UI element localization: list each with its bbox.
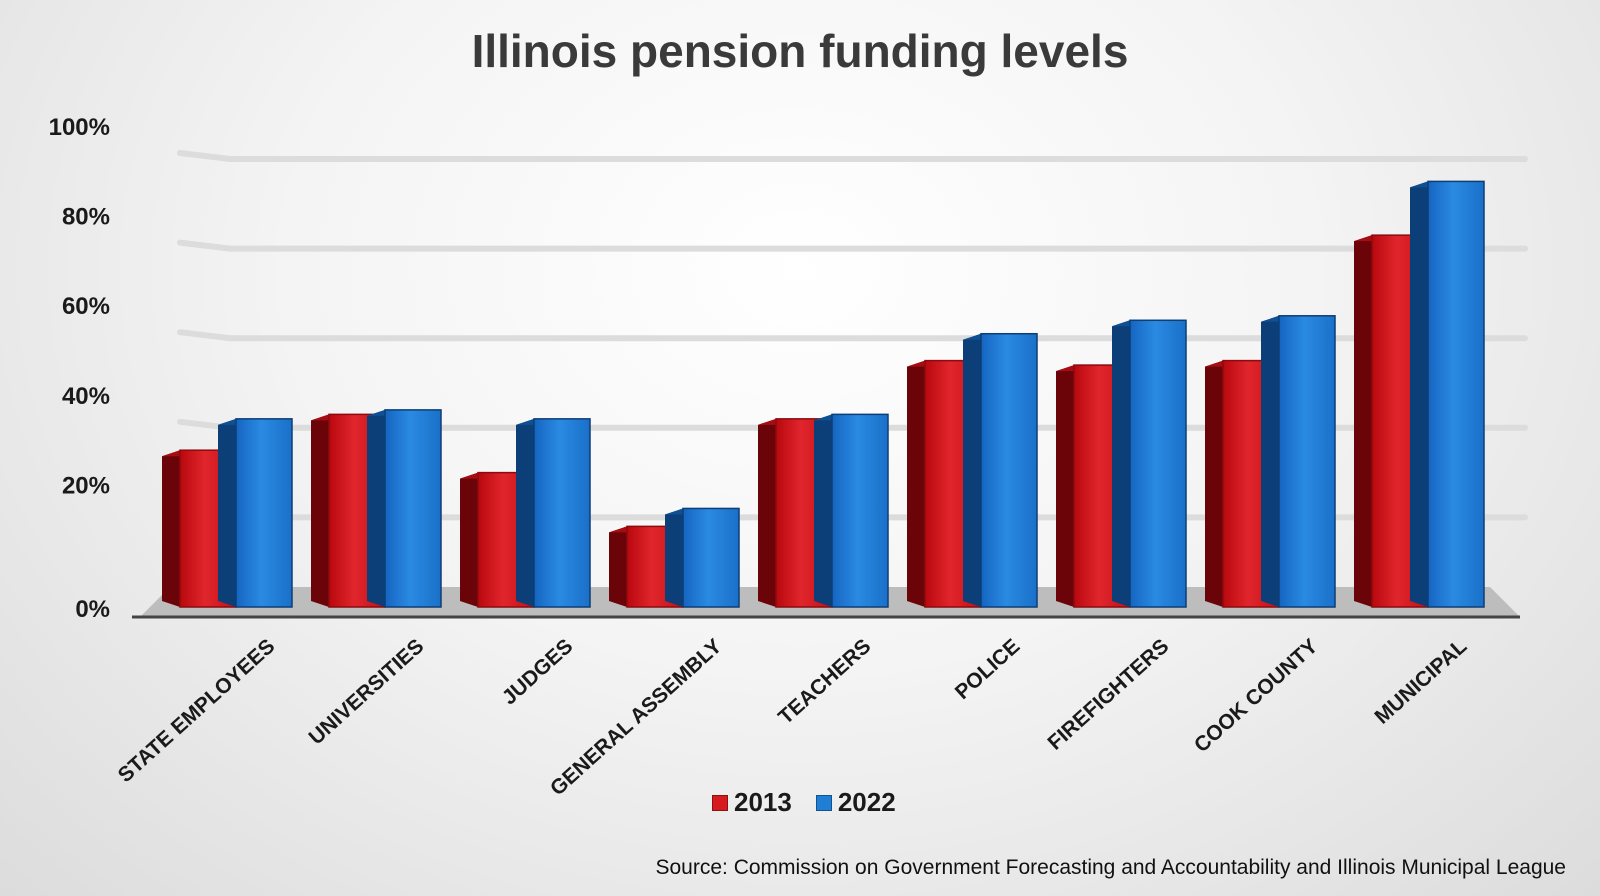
gridline <box>177 239 1528 252</box>
bar-front <box>384 409 442 608</box>
gridline <box>177 329 1528 342</box>
bar-side <box>1056 365 1074 607</box>
source-note: Source: Commission on Government Forecas… <box>655 856 1567 879</box>
x-tick-label: STATE EMPLOYEES <box>114 635 280 787</box>
bar-2022-6 <box>1112 319 1187 608</box>
y-tick-label: 80% <box>62 204 110 231</box>
bar-side <box>218 418 236 607</box>
bar-side <box>907 360 925 607</box>
legend-label-2013: 2013 <box>734 787 792 817</box>
gridline <box>177 150 1528 162</box>
chart-legend: 2013 2022 <box>712 787 896 818</box>
legend-swatch-2022 <box>815 794 832 811</box>
bar-side <box>1205 360 1223 607</box>
bar-2022-4 <box>814 413 889 608</box>
bar-side <box>963 333 981 607</box>
x-tick-label: COOK COUNTY <box>1190 635 1322 757</box>
bar-side <box>609 526 627 607</box>
y-tick-label: 0% <box>75 596 110 623</box>
y-tick-label: 60% <box>62 293 110 320</box>
bar-front <box>1129 319 1187 608</box>
bar-side <box>367 409 385 607</box>
bar-side <box>758 418 776 607</box>
chart-title: Illinois pension funding levels <box>471 25 1129 77</box>
x-tick-label: FIREFIGHTERS <box>1043 635 1173 755</box>
bar-side <box>1410 181 1428 607</box>
bar-2022-1 <box>367 409 442 608</box>
legend-item-2013: 2013 <box>712 787 792 818</box>
bar-front <box>235 418 293 608</box>
bar-side <box>460 472 478 607</box>
bar-side <box>162 450 180 607</box>
bar-side <box>814 414 832 607</box>
bar-2022-0 <box>218 418 293 608</box>
bar-front <box>1278 315 1336 608</box>
bar-front <box>831 413 889 608</box>
bar-side <box>516 418 534 607</box>
bar-front <box>1427 180 1485 608</box>
bar-side <box>1261 315 1279 607</box>
x-tick-label: MUNICIPAL <box>1370 635 1471 729</box>
bar-2022-8 <box>1410 180 1485 608</box>
bar-2022-3 <box>665 507 740 608</box>
bar-2022-2 <box>516 418 591 608</box>
x-tick-label: POLICE <box>951 635 1024 704</box>
legend-item-2022: 2022 <box>815 787 896 818</box>
bar-side <box>1354 235 1372 607</box>
bar-side <box>1112 320 1130 607</box>
bar-front <box>533 418 591 608</box>
bar-side <box>311 414 329 607</box>
bar-2022-5 <box>963 332 1038 608</box>
bar-2022-7 <box>1261 315 1336 608</box>
x-tick-label: UNIVERSITIES <box>305 635 429 750</box>
x-tick-label: TEACHERS <box>774 635 875 729</box>
y-tick-label: 40% <box>62 383 110 410</box>
bar-front <box>980 332 1038 608</box>
legend-swatch-2013 <box>712 794 728 811</box>
y-tick-label: 20% <box>62 472 110 499</box>
y-tick-label: 100% <box>49 114 110 141</box>
x-tick-label: GENERAL ASSEMBLY <box>546 635 726 801</box>
bar-front <box>682 507 740 608</box>
legend-label-2022: 2022 <box>837 787 896 817</box>
x-tick-label: JUDGES <box>498 635 578 710</box>
bar-side <box>665 508 683 607</box>
